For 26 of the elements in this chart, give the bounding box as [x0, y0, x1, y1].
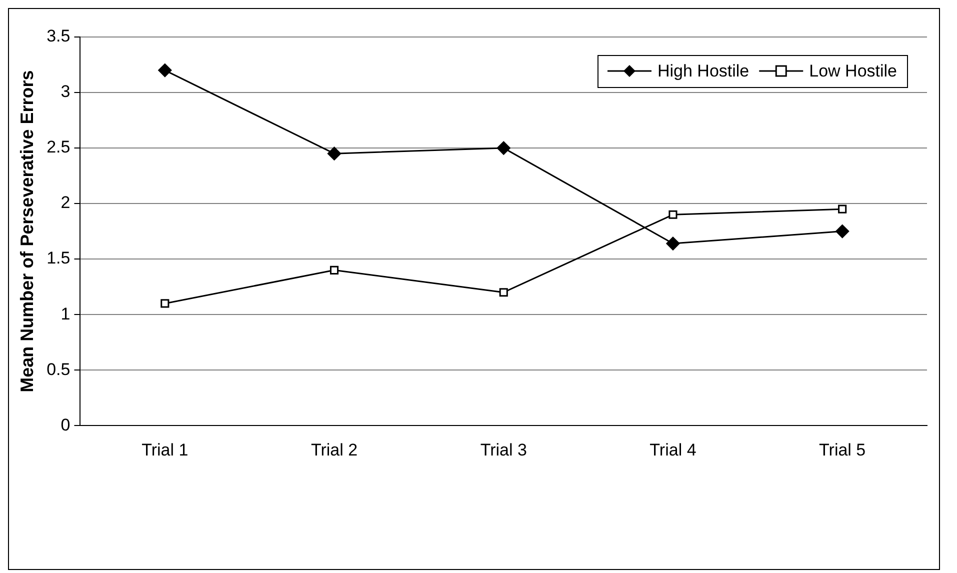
y-tick-label: 1.5: [46, 248, 70, 268]
y-axis-title: Mean Number of Perseverative Errors: [16, 70, 37, 392]
point: [668, 210, 678, 219]
point: [666, 236, 680, 250]
point: [330, 266, 339, 274]
legend-label: High Hostile: [657, 62, 750, 81]
point: [499, 288, 508, 297]
y-tick-label: 0.5: [46, 360, 70, 379]
x-tick-label: Trial 1: [142, 440, 188, 460]
point: [838, 204, 847, 214]
point: [158, 64, 172, 78]
y-tick-label: 3.5: [46, 26, 70, 46]
y-tick-label: 1: [60, 304, 70, 324]
x-tick-label: Trial 4: [650, 440, 696, 460]
point: [836, 224, 850, 238]
y-tick-label: 3: [60, 82, 70, 102]
x-tick-label: Trial 2: [310, 440, 358, 460]
x-tick-label: Trial 3: [480, 440, 527, 460]
y-tick-label: 2: [60, 193, 70, 212]
legend-label: Low Hostile: [809, 62, 898, 81]
y-tick-label: 2.5: [46, 138, 70, 157]
y-tick-label: 0: [60, 415, 70, 434]
point: [328, 146, 342, 160]
point: [496, 141, 510, 155]
point: [160, 299, 170, 308]
x-tick-label: Trial 5: [819, 440, 866, 460]
